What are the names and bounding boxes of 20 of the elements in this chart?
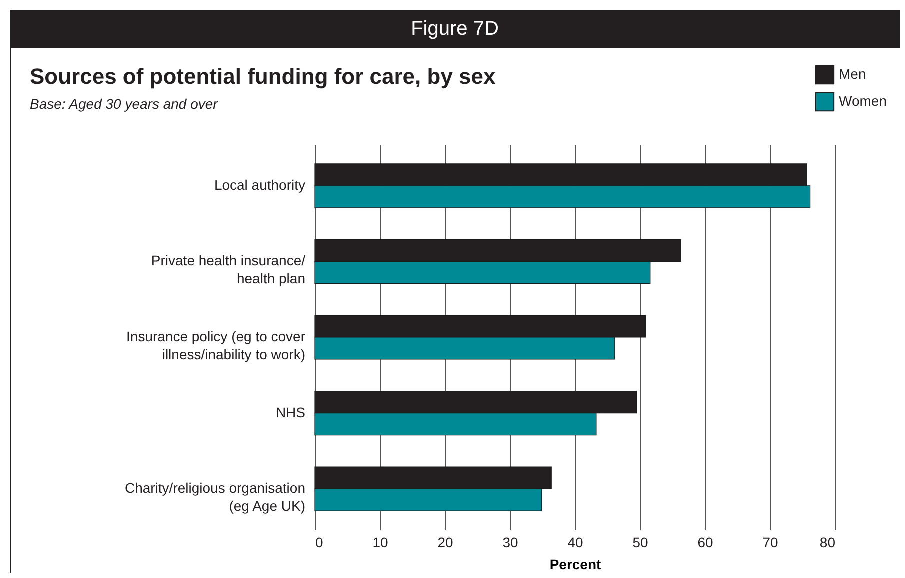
x-tick-label: 60 [698,534,714,550]
x-tick-label: 50 [632,534,648,550]
legend-label: Women [839,93,887,109]
x-tick-label: 40 [568,534,584,550]
y-tick-label: NHS [276,404,306,420]
x-tick-label: 80 [820,534,836,550]
chart-title: Sources of potential funding for care, by sex [30,64,496,90]
x-tick-label: 20 [438,534,454,550]
y-tick-label: Charity/religious organisation (eg Age UK) [124,480,306,514]
x-tick-label: 70 [762,534,778,550]
x-tick-label: 30 [502,534,518,550]
y-tick-label: Private health insurance/ health plan [151,252,306,287]
caption: Figure 7D [10,10,900,48]
text: Base: Aged 30 years and over [30,96,218,112]
y-tick-label: Insurance policy (eg to cover illness/inability to work) [126,328,306,362]
x-axis-title: Percent [550,556,602,572]
x-tick-label: 10 [372,534,388,550]
x-tick-label: 0 [316,534,324,550]
y-tick-label: Local authority [214,176,306,193]
legend-label: Men [839,66,866,82]
